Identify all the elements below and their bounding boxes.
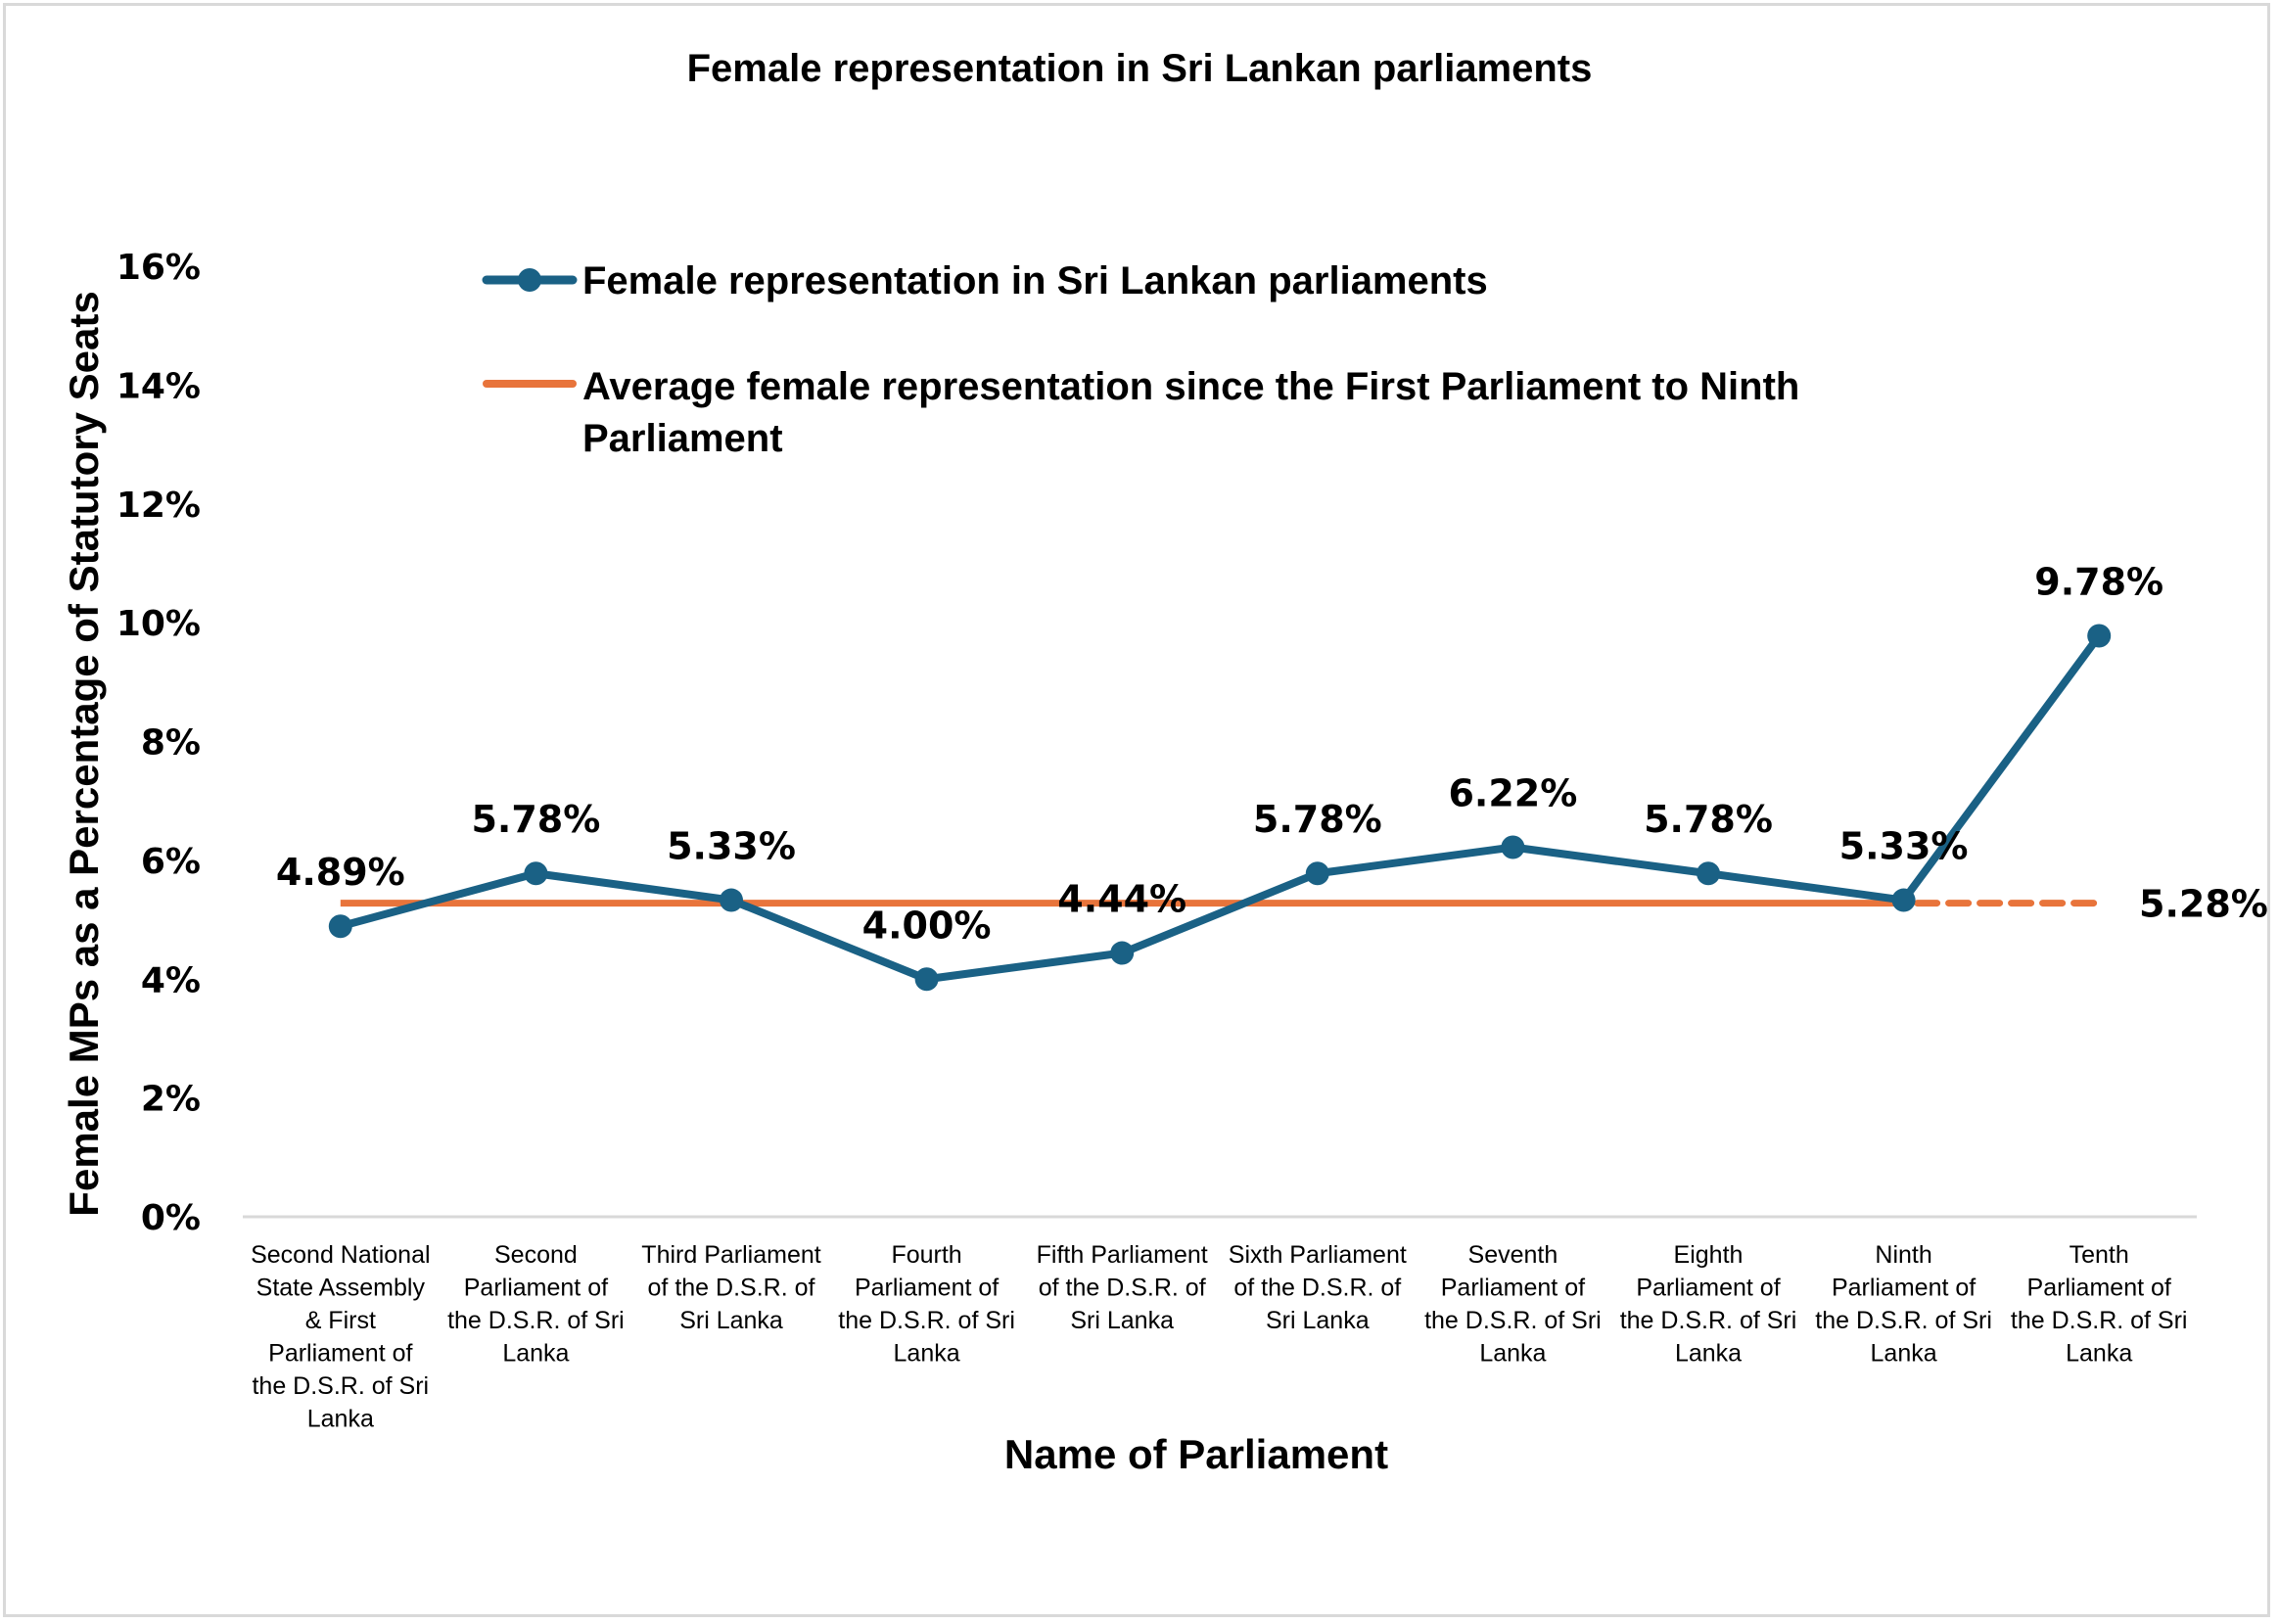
x-tick-label-line: of the D.S.R. of <box>1039 1275 1206 1302</box>
average-series: 5.28% <box>340 883 2268 926</box>
chart-title: Female representation in Sri Lankan parl… <box>687 47 1593 90</box>
x-tick-label-line: Parliament of <box>855 1275 999 1302</box>
x-tick-label-line: Sri Lanka <box>1266 1307 1370 1334</box>
average-data-label: 5.28% <box>2139 883 2268 926</box>
data-label: 4.00% <box>862 904 992 947</box>
y-tick-label: 0% <box>141 1198 201 1238</box>
y-tick-label: 10% <box>116 604 201 644</box>
x-tick-label-line: Tenth <box>2070 1241 2129 1269</box>
legend-label-female-representation: Female representation in Sri Lankan parl… <box>582 259 1488 302</box>
x-tick-label-line: the D.S.R. of Sri <box>447 1307 625 1334</box>
legend-label-average: Average female representation since the … <box>582 365 1810 460</box>
y-axis-title: Female MPs as a Percentage of Statutory … <box>61 291 107 1216</box>
x-tick-label-line: Ninth <box>1875 1241 1931 1269</box>
legend-item-average[interactable]: Average female representation since the … <box>483 365 1810 460</box>
x-tick-label-line: Eighth <box>1674 1241 1744 1269</box>
x-tick-label-line: Parliament of <box>464 1275 608 1302</box>
data-label: 6.22% <box>1448 772 1577 815</box>
x-tick-label-line: Sixth Parliament <box>1229 1241 1407 1269</box>
data-label: 5.33% <box>667 825 796 868</box>
series-line <box>339 633 2103 984</box>
x-tick-label-line: Third Parliament <box>641 1241 820 1269</box>
x-tick-label-line: Parliament of <box>268 1340 412 1368</box>
data-label: 4.44% <box>1057 878 1186 921</box>
x-tick-label-line: Lanka <box>2066 1340 2132 1368</box>
x-tick-label-line: the D.S.R. of Sri <box>1424 1307 1602 1334</box>
chart-frame <box>3 3 2270 1617</box>
x-tick-label-line: Second National <box>251 1241 430 1269</box>
x-tick-label: Third Parliament of the D.S.R. of Sri Lank… <box>641 1241 820 1334</box>
x-tick-label-line: State Assembly <box>256 1275 426 1302</box>
data-label: 5.33% <box>1839 825 1969 868</box>
x-tick-label: Second National State Assembly & First Parl… <box>251 1241 430 1433</box>
data-point[interactable] <box>1110 941 1135 965</box>
y-tick-label: 16% <box>116 248 201 288</box>
x-tick-label-line: the D.S.R. of Sri <box>252 1372 429 1400</box>
x-tick-label: Second Parliament of the D.S.R. of Sri Lank… <box>447 1241 625 1368</box>
x-tick-label-line: Parliament of <box>2027 1275 2171 1302</box>
legend-item-female-representation[interactable]: Female representation in Sri Lankan parl… <box>482 259 1488 302</box>
data-point[interactable] <box>1891 888 1916 912</box>
x-axis-category-labels: Second National State Assembly & First Parl… <box>251 1241 2187 1433</box>
y-tick-label: 14% <box>116 366 201 406</box>
x-axis-title: Name of Parliament <box>1004 1431 1388 1477</box>
x-tick-label-line: Lanka <box>894 1340 960 1368</box>
x-tick-label-line: Lanka <box>502 1340 569 1368</box>
x-tick-label-line: Parliament of <box>1441 1275 1585 1302</box>
x-tick-label-line: Lanka <box>307 1406 374 1433</box>
x-tick-label-line: Parliament of <box>1636 1275 1780 1302</box>
legend-label-average-line-2: Parliament <box>582 417 783 460</box>
x-tick-label-line: of the D.S.R. of <box>648 1275 815 1302</box>
data-label: 5.78% <box>471 798 600 841</box>
x-tick-label: Ninth Parliament of the D.S.R. of Sri Lanka <box>1815 1241 1992 1368</box>
data-point[interactable] <box>1501 835 1525 859</box>
x-tick-label: Tenth Parliament of the D.S.R. of Sri Lanka <box>2011 1241 2188 1368</box>
x-tick-label-line: Sri Lanka <box>1070 1307 1174 1334</box>
y-tick-label: 12% <box>116 486 201 526</box>
y-axis-ticks: 0% 2% 4% 6% 8% 10% 12% 14% 16% <box>116 248 201 1238</box>
x-tick-label-line: Second <box>494 1241 578 1269</box>
data-label: 4.89% <box>276 851 405 894</box>
x-tick-label-line: Fifth Parliament <box>1037 1241 1208 1269</box>
x-tick-label: Eighth Parliament of the D.S.R. of Sri Lank… <box>1620 1241 1797 1368</box>
x-tick-label-line: Lanka <box>1479 1340 1546 1368</box>
x-tick-label-line: Seventh <box>1468 1241 1558 1269</box>
x-tick-label-line: the D.S.R. of Sri <box>838 1307 1015 1334</box>
x-tick-label-line: Lanka <box>1871 1340 1937 1368</box>
legend: Female representation in Sri Lankan parl… <box>482 259 1810 460</box>
x-tick-label-line: the D.S.R. of Sri <box>1815 1307 1992 1334</box>
y-tick-label: 8% <box>141 723 201 764</box>
female-representation-series <box>328 624 2112 992</box>
data-point[interactable] <box>1305 861 1329 886</box>
data-label: 5.78% <box>1644 798 1773 841</box>
data-point[interactable] <box>720 888 743 912</box>
data-labels: 4.89% 5.78% 5.33% 4.00% 4.44% 5.78% 6.22% 5.78%… <box>276 560 2163 947</box>
legend-marker-icon <box>518 268 541 292</box>
data-label: 5.78% <box>1253 798 1382 841</box>
legend-label-average-line-1: Average female representation since the … <box>582 365 1799 408</box>
x-tick-label-line: of the D.S.R. of <box>1233 1275 1401 1302</box>
data-point[interactable] <box>914 967 939 992</box>
x-tick-label-line: Fourth <box>891 1241 961 1269</box>
x-tick-label-line: Sri Lanka <box>679 1307 783 1334</box>
x-tick-label-line: the D.S.R. of Sri <box>1620 1307 1797 1334</box>
x-tick-label: Sixth Parliament of the D.S.R. of Sri Lank… <box>1229 1241 1407 1334</box>
data-point[interactable] <box>328 914 352 939</box>
x-tick-label-line: the D.S.R. of Sri <box>2011 1307 2188 1334</box>
x-tick-label-line: & First <box>305 1307 376 1334</box>
data-point[interactable] <box>1697 861 1720 886</box>
y-tick-label: 4% <box>141 960 201 1000</box>
y-tick-label: 6% <box>141 842 201 882</box>
x-tick-label: Fourth Parliament of the D.S.R. of Sri Lank… <box>838 1241 1015 1368</box>
data-point[interactable] <box>2087 624 2112 648</box>
x-tick-label-line: Parliament of <box>1832 1275 1976 1302</box>
x-tick-label-line: Lanka <box>1675 1340 1742 1368</box>
x-tick-label: Seventh Parliament of the D.S.R. of Sri Lan… <box>1424 1241 1602 1368</box>
x-tick-label: Fifth Parliament of the D.S.R. of Sri Lank… <box>1037 1241 1208 1334</box>
data-label: 9.78% <box>2034 560 2163 603</box>
data-point[interactable] <box>524 861 548 886</box>
y-tick-label: 2% <box>141 1080 201 1120</box>
